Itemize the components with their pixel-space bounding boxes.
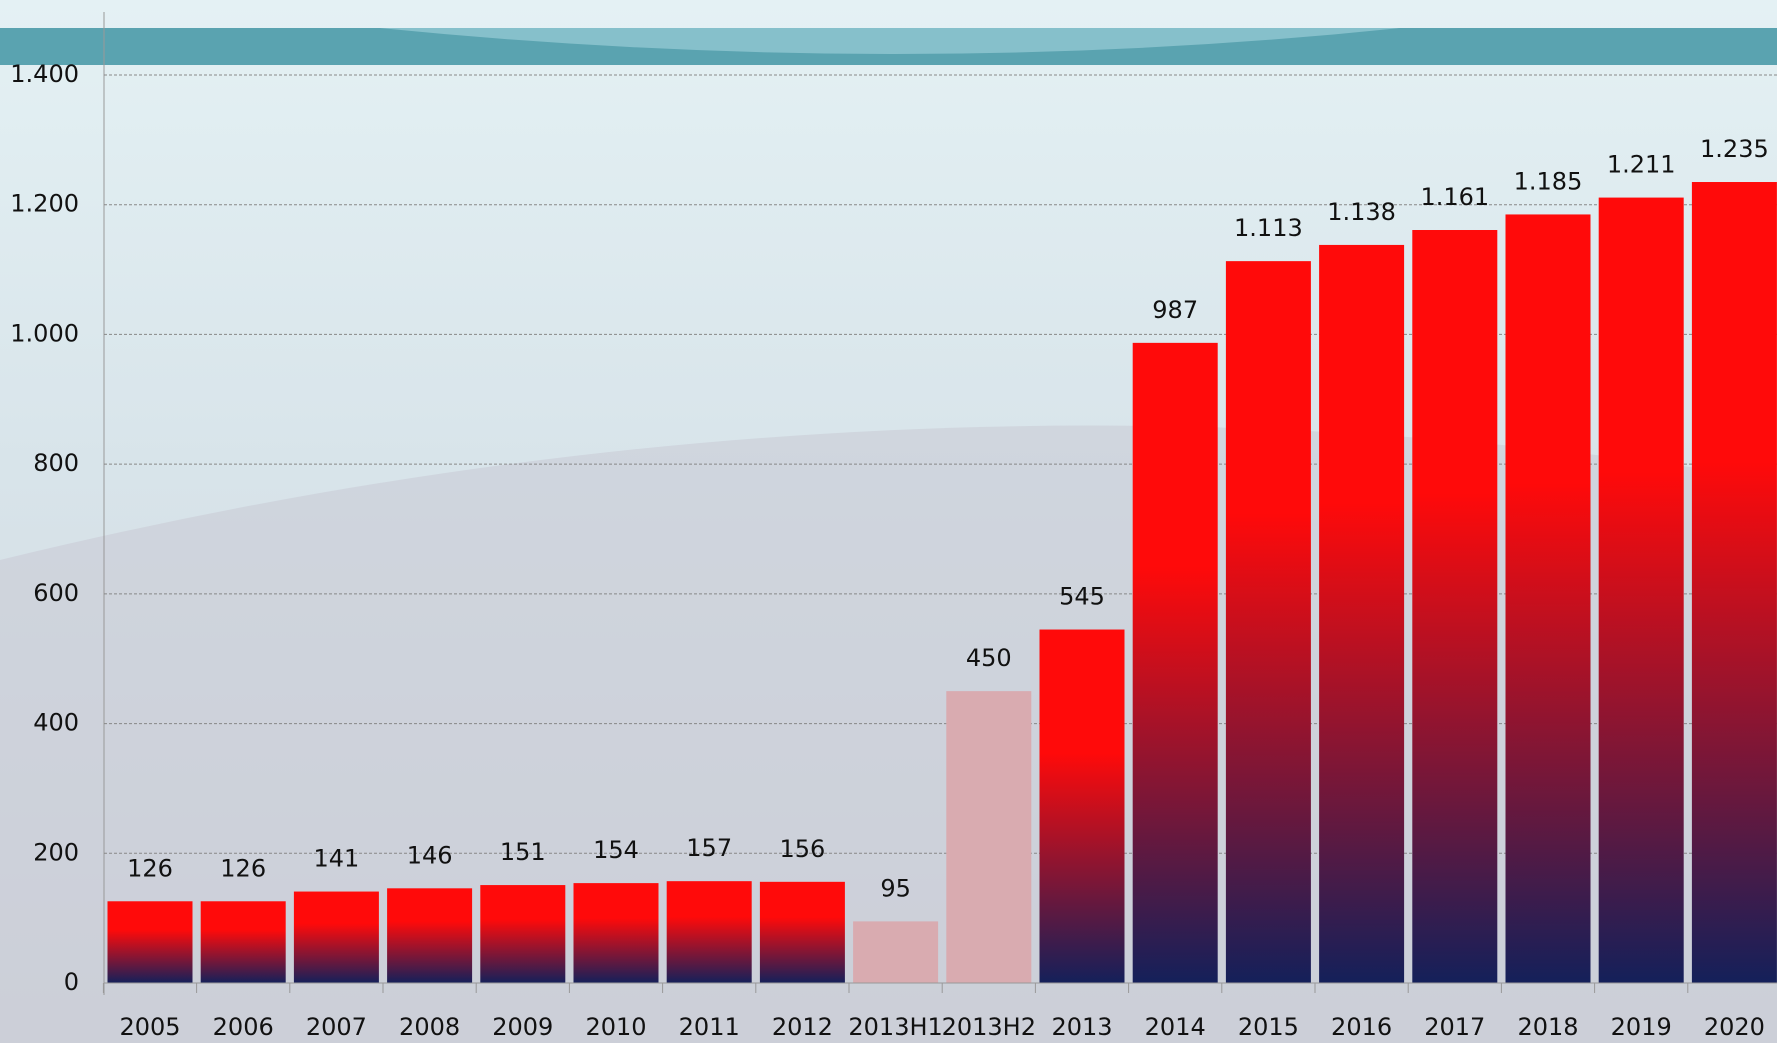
x-tick-label: 2007 <box>306 1013 367 1041</box>
bar <box>1225 261 1311 983</box>
data-label: 987 <box>1152 296 1198 324</box>
bar <box>1319 244 1405 983</box>
data-label: 95 <box>880 874 911 902</box>
data-label: 141 <box>313 845 359 873</box>
data-label: 1.138 <box>1327 198 1396 226</box>
bar <box>1132 342 1218 983</box>
x-tick-label: 2013 <box>1051 1013 1112 1041</box>
x-tick-label: 2011 <box>679 1013 740 1041</box>
bar <box>1691 182 1777 983</box>
x-tick-label: 2005 <box>119 1013 180 1041</box>
data-label: 1.113 <box>1234 214 1303 242</box>
bar <box>573 883 659 983</box>
data-label: 1.235 <box>1700 135 1769 163</box>
x-tick-label: 2010 <box>585 1013 646 1041</box>
data-label: 126 <box>127 854 173 882</box>
x-tick-label: 2019 <box>1611 1013 1672 1041</box>
bar <box>387 888 473 983</box>
x-tick-label: 2020 <box>1704 1013 1765 1041</box>
bar <box>480 885 566 983</box>
y-tick-label: 800 <box>33 449 79 477</box>
bar <box>853 921 939 983</box>
data-label: 1.185 <box>1514 167 1583 195</box>
x-tick-label: 2012 <box>772 1013 833 1041</box>
bar <box>107 901 193 983</box>
x-tick-label: 2014 <box>1145 1013 1206 1041</box>
data-label: 545 <box>1059 583 1105 611</box>
bar <box>293 891 379 983</box>
data-label: 1.211 <box>1607 151 1676 179</box>
x-tick-label: 2018 <box>1517 1013 1578 1041</box>
bar <box>1039 629 1125 983</box>
x-tick-label: 2016 <box>1331 1013 1392 1041</box>
y-tick-label: 600 <box>33 579 79 607</box>
data-label: 151 <box>500 838 546 866</box>
y-tick-label: 1.000 <box>10 319 79 347</box>
x-tick-label: 2008 <box>399 1013 460 1041</box>
bar <box>946 691 1032 983</box>
y-tick-label: 0 <box>64 968 79 996</box>
data-label: 126 <box>220 854 266 882</box>
data-label: 156 <box>779 835 825 863</box>
y-tick-label: 1.200 <box>10 190 79 218</box>
x-tick-label: 2013H2 <box>942 1013 1036 1041</box>
x-tick-label: 2015 <box>1238 1013 1299 1041</box>
bar <box>200 901 286 983</box>
bar <box>1505 214 1591 983</box>
x-tick-label: 2013H1 <box>848 1013 942 1041</box>
data-label: 450 <box>966 644 1012 672</box>
bar <box>759 881 845 983</box>
bar <box>1598 197 1684 983</box>
x-tick-label: 2009 <box>492 1013 553 1041</box>
data-label: 146 <box>407 841 453 869</box>
data-label: 154 <box>593 836 639 864</box>
bar <box>1412 230 1498 984</box>
y-tick-label: 200 <box>33 838 79 866</box>
x-tick-label: 2006 <box>213 1013 274 1041</box>
data-label: 1.161 <box>1420 183 1489 211</box>
bar <box>666 881 752 983</box>
header-band-highlight <box>380 28 1400 54</box>
x-tick-label: 2017 <box>1424 1013 1485 1041</box>
y-tick-label: 400 <box>33 709 79 737</box>
data-label: 157 <box>686 834 732 862</box>
y-tick-label: 1.400 <box>10 60 79 88</box>
